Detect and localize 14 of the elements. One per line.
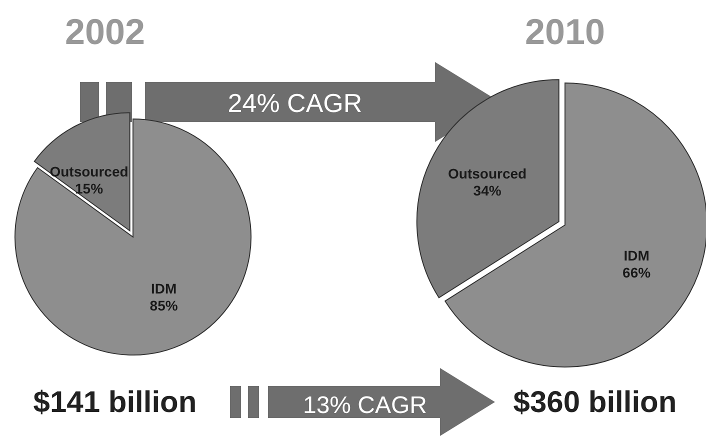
data-label: 66%: [622, 264, 652, 280]
data-label: 15%: [75, 180, 104, 196]
text: $360 billion: [513, 386, 677, 419]
slice-label: Outsourced: [448, 165, 527, 182]
text: 24% CAGR: [228, 88, 362, 118]
text: $141 billion: [33, 386, 197, 419]
chart-title: 2010: [524, 11, 606, 52]
slice-label: Outsourced: [50, 163, 128, 180]
chart-title: 2002: [64, 11, 146, 52]
slice-label: IDM: [624, 247, 650, 264]
text: 13% CAGR: [302, 392, 428, 419]
slice-label: IDM: [150, 280, 177, 296]
data-label: 34%: [473, 182, 502, 198]
data-label: 85%: [150, 297, 178, 314]
